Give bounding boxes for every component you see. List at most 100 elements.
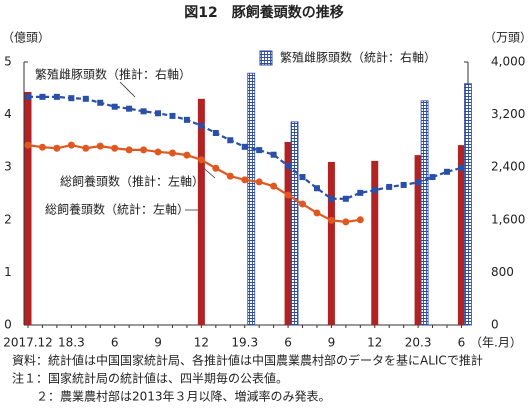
marker — [140, 146, 148, 154]
marker — [183, 116, 190, 123]
marker — [169, 112, 176, 119]
marker — [241, 143, 248, 150]
y-axis-label: （億頭） — [2, 31, 50, 45]
x-axis-label: （年.月） — [470, 336, 522, 350]
marker — [415, 179, 422, 186]
x-tick-label: 18.3 — [58, 336, 85, 350]
x-tick-label: 12 — [367, 336, 382, 350]
x-tick-label: 12 — [194, 336, 209, 350]
marker — [313, 185, 320, 192]
series-label: 総飼養頭数（推計：左軸） — [60, 174, 204, 189]
bar — [24, 91, 32, 326]
marker — [356, 216, 364, 224]
marker — [97, 99, 104, 106]
marker — [400, 181, 407, 188]
chart-title: 図12 豚飼養頭数の推移 — [184, 4, 343, 21]
y2-tick-label: 0 — [491, 318, 499, 332]
marker — [25, 93, 31, 100]
marker — [197, 156, 205, 164]
bar — [464, 83, 472, 326]
marker — [327, 216, 335, 224]
marker — [82, 144, 90, 152]
marker — [24, 141, 32, 149]
y-tick-label: 3 — [4, 160, 12, 174]
marker — [285, 162, 292, 169]
x-tick-label: 19.3 — [231, 336, 258, 350]
legend-swatch — [259, 50, 273, 66]
marker — [39, 93, 46, 100]
y2-tick-label: 800 — [491, 265, 514, 279]
note: 資料：統計値は中国国家統計局、各推計値は中国農業農村部のデータを基にALICで推… — [12, 353, 483, 368]
marker — [255, 178, 263, 186]
y2-axis-label: （万頭） — [484, 31, 529, 45]
y-tick-label: 2 — [4, 212, 12, 226]
marker — [154, 148, 162, 156]
bar — [290, 121, 299, 326]
marker — [82, 95, 89, 102]
marker — [342, 195, 349, 202]
bar — [284, 141, 292, 325]
marker — [53, 93, 60, 100]
x-tick-label: 9 — [154, 336, 162, 350]
marker — [126, 105, 133, 112]
series-label: 繁殖雌豚頭数（推計：右軸） — [35, 67, 191, 82]
series-label: 総飼養頭数（統計：左軸） — [45, 202, 189, 217]
marker — [328, 195, 335, 202]
marker — [443, 168, 450, 175]
marker — [96, 142, 104, 150]
x-tick-label: 20.3 — [405, 336, 432, 350]
x-tick-label: 6 — [111, 336, 119, 350]
bar — [371, 160, 379, 325]
x-tick-label: 9 — [328, 336, 336, 350]
note: 注１：国家統計局の統計値は、四半期毎の公表値。 — [12, 371, 288, 386]
y-tick-label: 1 — [4, 265, 12, 279]
marker — [270, 182, 278, 190]
marker — [342, 218, 350, 226]
marker — [270, 151, 277, 158]
marker — [155, 110, 162, 117]
marker — [53, 144, 61, 152]
marker — [212, 164, 220, 172]
y2-tick-label: 1,600 — [491, 212, 525, 226]
marker — [198, 122, 205, 129]
bar — [197, 98, 205, 325]
marker — [111, 144, 119, 152]
note: ２：農業農村部は2013年３月以降、増減率のみ発表。 — [36, 389, 331, 404]
y-tick-label: 0 — [4, 318, 12, 332]
marker — [212, 130, 219, 137]
marker — [256, 147, 263, 154]
marker — [227, 137, 234, 144]
marker — [284, 191, 292, 199]
bar — [420, 100, 429, 326]
marker — [386, 183, 393, 190]
marker — [299, 200, 307, 208]
marker — [226, 172, 234, 180]
x-tick-label: 2017.12 — [3, 336, 53, 350]
y2-tick-label: 3,200 — [491, 107, 525, 121]
y-tick-label: 4 — [4, 107, 12, 121]
x-tick-label: 6 — [284, 336, 292, 350]
marker — [299, 174, 306, 181]
marker — [241, 176, 249, 184]
marker — [429, 174, 436, 181]
marker — [168, 149, 176, 157]
marker — [38, 143, 46, 151]
bar — [247, 72, 256, 326]
marker — [67, 141, 75, 149]
series-label: 繁殖雌豚頭数（統計：右軸） — [280, 50, 436, 65]
bar — [457, 145, 465, 325]
marker — [357, 189, 364, 196]
marker — [140, 108, 147, 115]
marker — [458, 164, 465, 171]
bar — [327, 161, 335, 325]
leader-line — [119, 81, 136, 98]
x-tick-label: 6 — [458, 336, 466, 350]
bar — [414, 155, 422, 325]
y2-tick-label: 4,000 — [491, 55, 525, 69]
marker — [371, 187, 378, 194]
marker — [183, 151, 191, 159]
marker — [313, 209, 321, 217]
marker — [111, 103, 118, 110]
y-tick-label: 5 — [4, 55, 12, 69]
